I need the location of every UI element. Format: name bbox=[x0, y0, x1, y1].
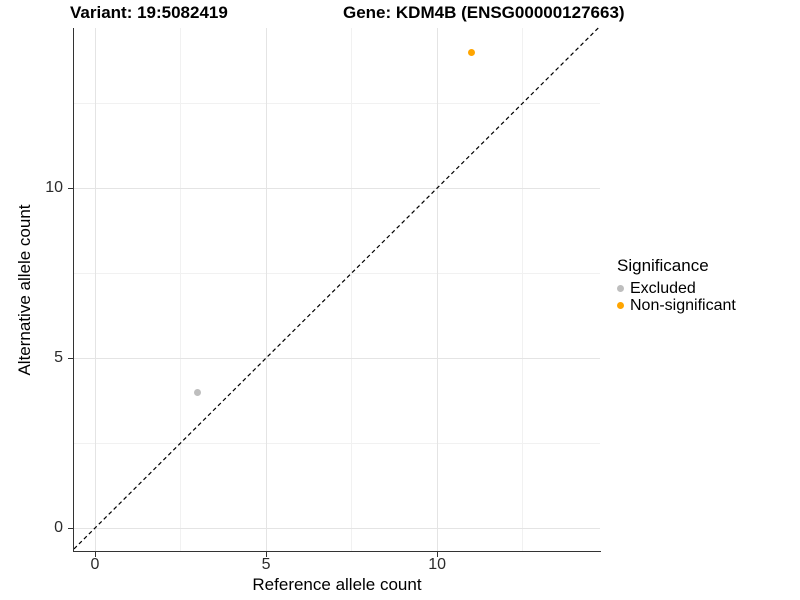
x-tick-label: 0 bbox=[90, 556, 100, 573]
legend-item-label: Excluded bbox=[630, 279, 696, 297]
plot-title-variant: Variant: 19:5082419 bbox=[70, 3, 228, 22]
major-gridline-vertical bbox=[436, 28, 438, 551]
plot-panel bbox=[73, 27, 600, 551]
major-gridline-vertical bbox=[94, 28, 96, 551]
major-gridline-horizontal bbox=[74, 357, 600, 359]
minor-gridline-vertical bbox=[351, 28, 353, 551]
legend-key-dot bbox=[617, 285, 624, 292]
y-tick-label: 0 bbox=[54, 519, 63, 537]
x-tick-label: 10 bbox=[428, 556, 447, 573]
data-point-excluded bbox=[194, 388, 202, 396]
identity-reference-line bbox=[73, 27, 599, 550]
minor-gridline-horizontal bbox=[74, 442, 600, 444]
major-gridline-horizontal bbox=[74, 527, 600, 529]
x-axis-title: Reference allele count bbox=[252, 575, 422, 594]
plot-title-gene: Gene: KDM4B (ENSG00000127663) bbox=[343, 3, 625, 22]
y-axis-line bbox=[73, 28, 74, 552]
minor-gridline-vertical bbox=[180, 28, 182, 551]
y-axis-tick-mark bbox=[68, 358, 73, 360]
minor-gridline-vertical bbox=[522, 28, 524, 551]
y-tick-label: 10 bbox=[45, 179, 63, 197]
legend-items: Excluded Non-significant bbox=[617, 280, 736, 314]
y-tick-label: 5 bbox=[54, 349, 63, 367]
legend-item-label: Non-significant bbox=[630, 296, 736, 314]
x-tick-label: 5 bbox=[261, 556, 271, 573]
x-axis-tick-mark bbox=[95, 552, 96, 557]
legend: Significance Excluded Non-significant bbox=[617, 256, 736, 314]
major-gridline-vertical bbox=[265, 28, 267, 551]
x-axis-line bbox=[73, 551, 601, 552]
data-point-non-significant bbox=[467, 48, 475, 56]
legend-key-dot bbox=[617, 302, 624, 309]
y-axis-tick-mark bbox=[68, 188, 73, 190]
minor-gridline-horizontal bbox=[74, 102, 600, 104]
x-axis-tick-mark bbox=[437, 552, 439, 557]
legend-item: Excluded bbox=[617, 280, 736, 297]
legend-title: Significance bbox=[617, 256, 709, 275]
y-axis-title: Alternative allele count bbox=[15, 204, 34, 376]
major-gridline-horizontal bbox=[74, 187, 600, 189]
x-axis-tick-mark bbox=[266, 552, 268, 557]
legend-item: Non-significant bbox=[617, 297, 736, 314]
y-axis-tick-mark bbox=[68, 528, 73, 530]
minor-gridline-horizontal bbox=[74, 272, 600, 274]
